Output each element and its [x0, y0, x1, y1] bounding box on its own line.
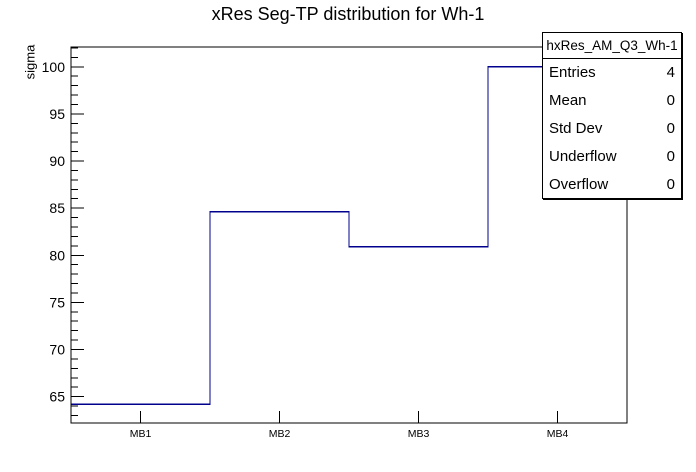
stats-row-value: 0	[666, 119, 675, 137]
x-tick-label: MB2	[269, 428, 291, 440]
plot-title: xRes Seg-TP distribution for Wh-1	[211, 4, 485, 24]
stats-box: hxRes_AM_Q3_Wh-1 Entries 4 Mean 0 Std De…	[542, 32, 682, 199]
stats-box-title: hxRes_AM_Q3_Wh-1	[543, 33, 681, 59]
stats-row-label: Mean	[549, 92, 587, 110]
stats-row: Std Dev 0	[543, 115, 681, 143]
y-tick-label: 65	[49, 389, 65, 405]
stats-row: Entries 4	[543, 59, 681, 87]
stats-row-value: 4	[666, 64, 675, 82]
y-tick-label: 95	[49, 106, 65, 122]
y-tick-label: 85	[49, 200, 65, 216]
stats-row-value: 0	[666, 175, 675, 193]
stats-row-label: Underflow	[549, 147, 617, 165]
y-tick-label: 70	[49, 341, 65, 357]
stats-row: Underflow 0	[543, 142, 681, 170]
y-tick-label: 80	[49, 247, 65, 263]
stats-row-label: Overflow	[549, 175, 609, 193]
stats-box-body: Entries 4 Mean 0 Std Dev 0 Underflow 0 O…	[543, 59, 681, 198]
stats-row-value: 0	[666, 147, 675, 165]
x-tick-label: MB1	[130, 428, 152, 440]
stats-row-label: Std Dev	[549, 119, 603, 137]
y-tick-label: 90	[49, 153, 65, 169]
stats-row-value: 0	[666, 92, 675, 110]
stats-row: Mean 0	[543, 87, 681, 115]
y-tick-label: 100	[42, 59, 66, 75]
x-tick-label: MB4	[547, 428, 569, 440]
stats-row: Overflow 0	[543, 170, 681, 198]
x-tick-label: MB3	[408, 428, 430, 440]
y-tick-label: 75	[49, 294, 65, 310]
stats-row-label: Entries	[549, 64, 596, 82]
plot-frame	[70, 46, 628, 424]
